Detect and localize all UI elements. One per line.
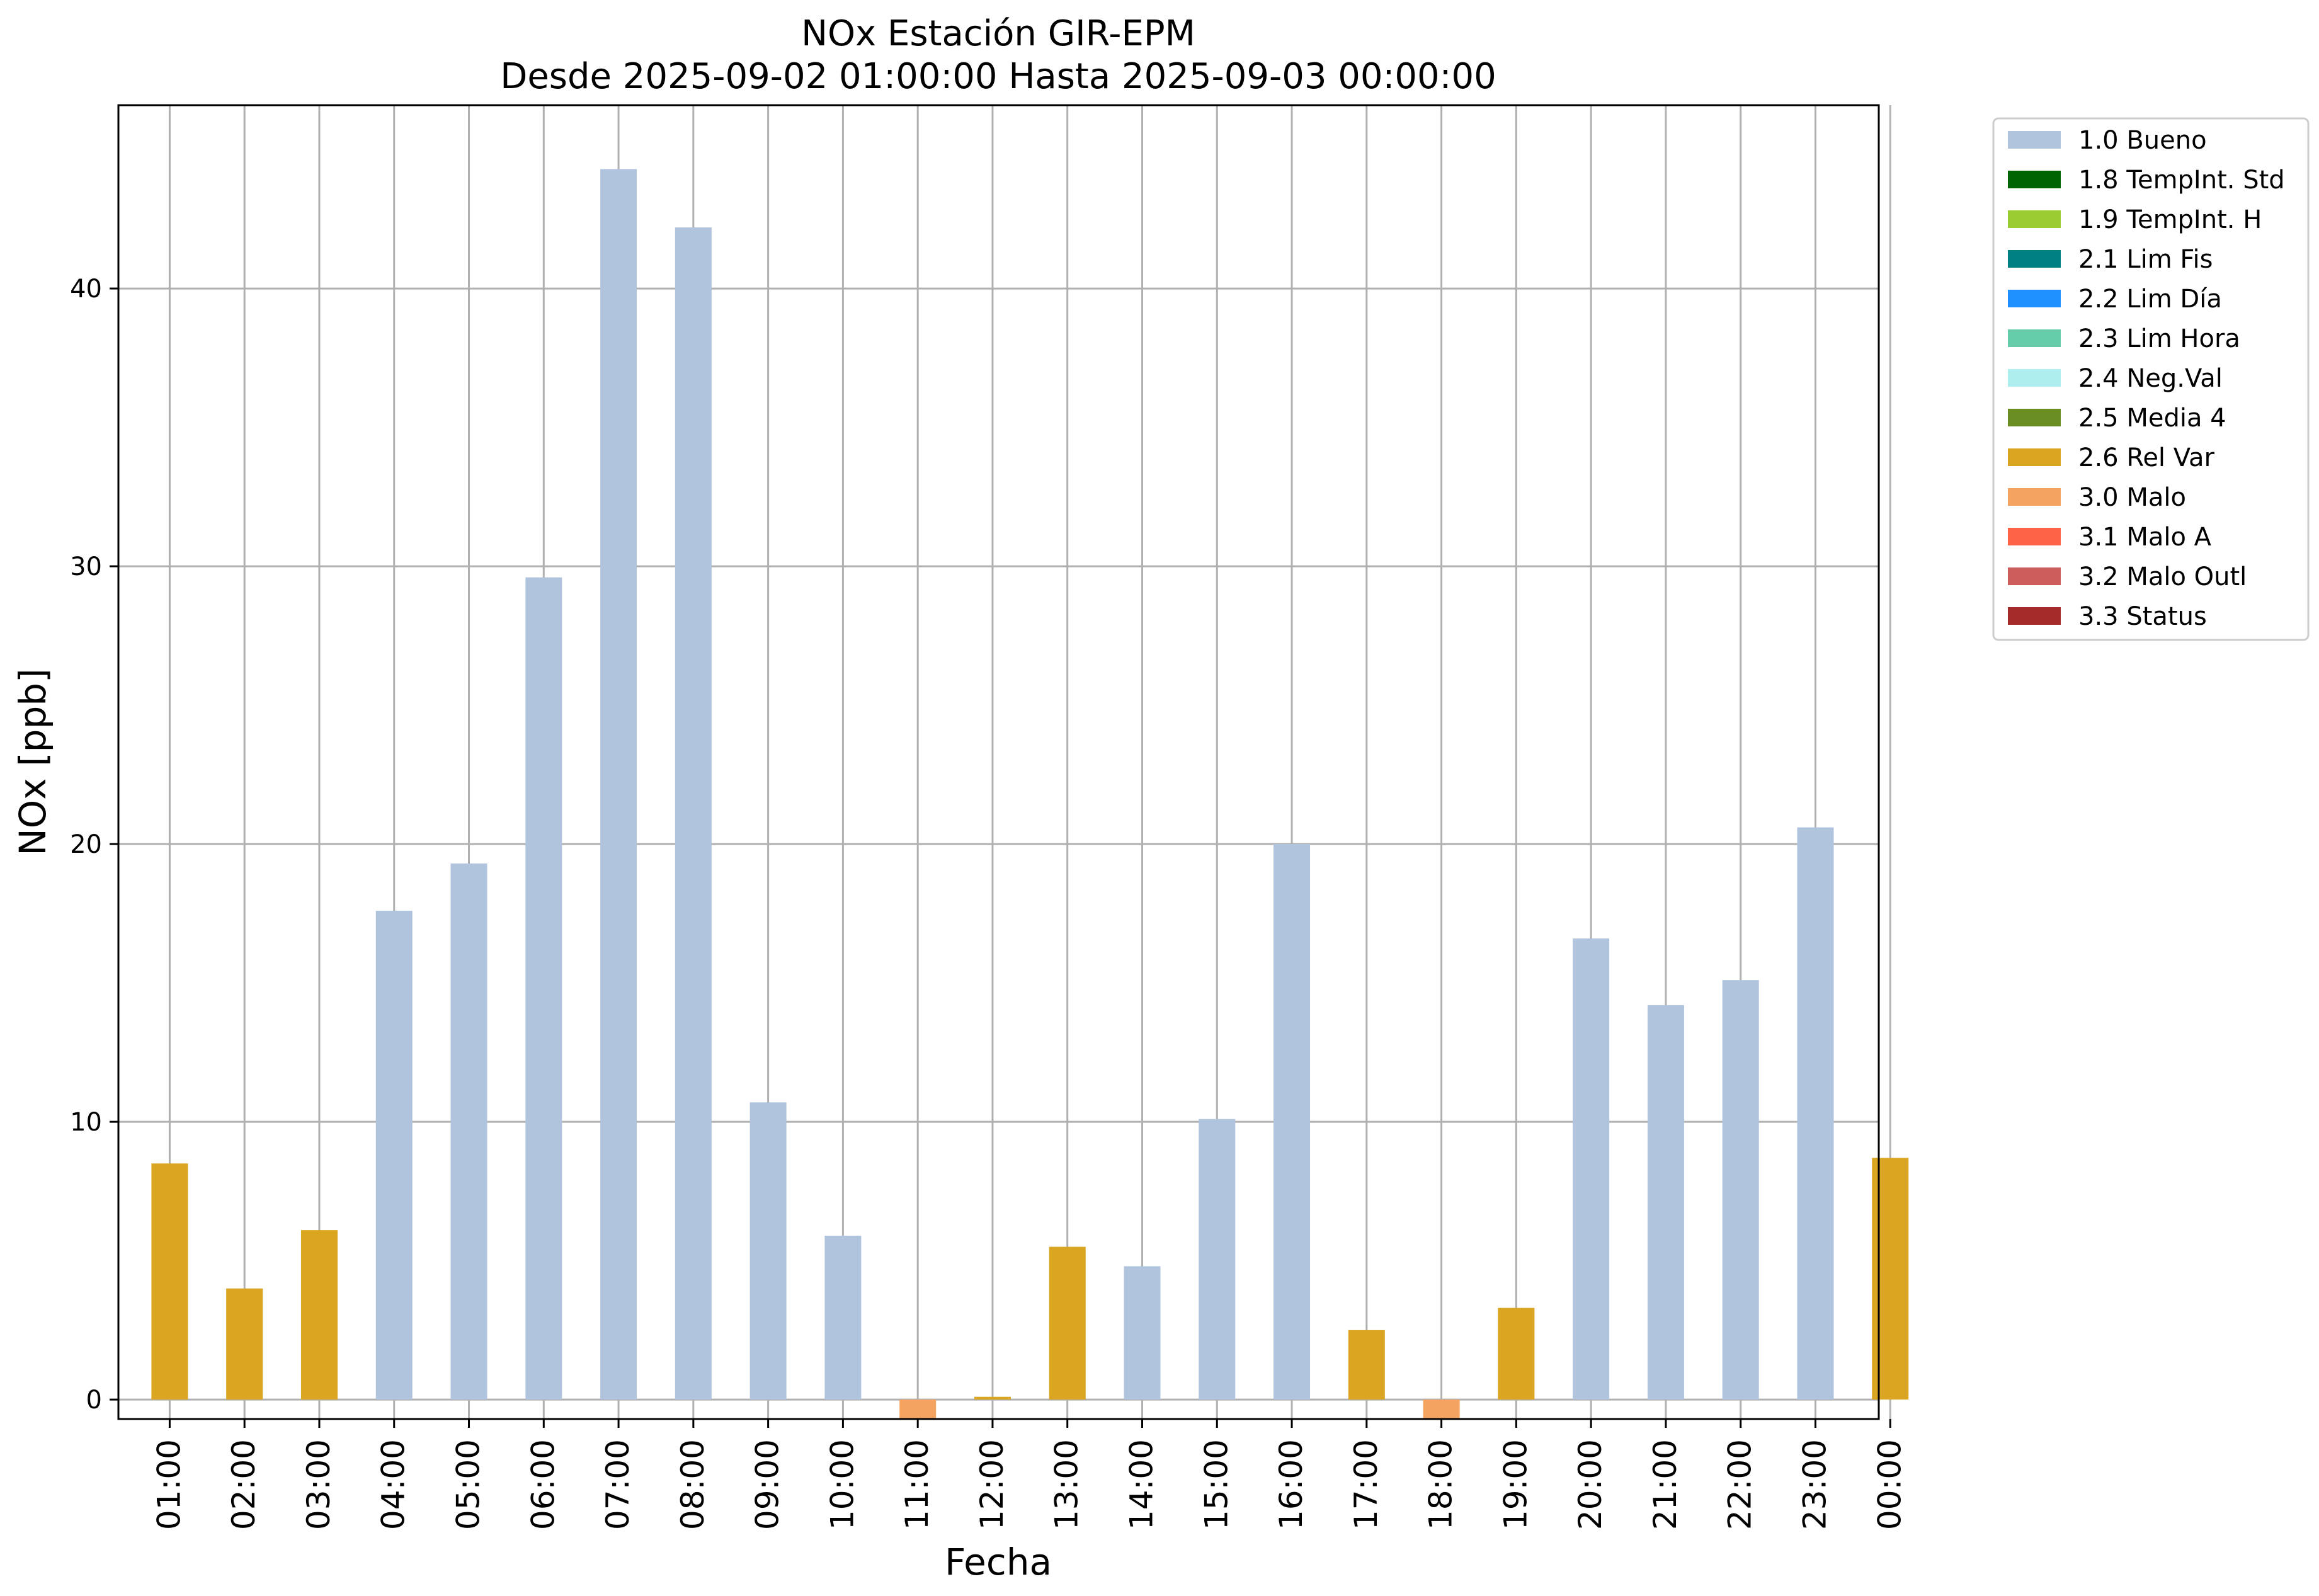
legend-label: 2.2 Lim Día [2078,285,2222,314]
x-axis-label: Fecha [945,1541,1052,1583]
bar [974,1396,1011,1400]
x-tick-label: 22:00 [1722,1439,1758,1530]
legend-label: 2.6 Rel Var [2078,443,2215,472]
legend-swatch [2008,171,2061,188]
bar [1797,827,1834,1400]
legend-swatch [2008,448,2061,466]
legend-swatch [2008,607,2061,625]
x-tick-label: 10:00 [824,1439,860,1530]
y-tick-label: 20 [70,830,102,859]
y-tick-label: 40 [70,275,102,304]
x-tick-label: 06:00 [525,1439,561,1530]
bar [1647,1005,1684,1400]
bars [151,169,1909,1419]
bar [1348,1330,1385,1400]
bar [1872,1158,1909,1400]
x-tick-label: 18:00 [1423,1439,1459,1530]
bar [300,1230,338,1400]
legend-label: 2.5 Media 4 [2078,404,2226,433]
legend-frame [1992,117,2310,641]
y-tick-label: 30 [70,552,102,581]
y-tick-label: 0 [86,1386,102,1415]
bar [375,910,413,1400]
bar [1498,1308,1535,1400]
bar [450,863,487,1400]
x-tick-label: 03:00 [300,1439,337,1530]
legend: 1.0 Bueno 1.8 TempInt. Std 1.9 TempInt. H 2… [1992,117,2310,641]
x-tick-label: 14:00 [1124,1439,1160,1530]
chart-subtitle: Desde 2025-09-02 01:00:00 Hasta 2025-09-… [500,56,1496,97]
x-tick-label: 01:00 [151,1439,187,1530]
legend-label: 2.1 Lim Fis [2078,245,2213,274]
bar [1423,1399,1460,1419]
legend-swatch [2008,290,2061,307]
chart-title: NOx Estación GIR-EPM [801,13,1195,54]
x-tick-label: 23:00 [1796,1439,1833,1530]
x-tick-label: 21:00 [1647,1439,1684,1530]
legend-label: 2.3 Lim Hora [2078,324,2240,353]
legend-label: 3.1 Malo A [2078,523,2212,552]
x-tick-label: 00:00 [1871,1439,1908,1530]
legend-swatch [2008,250,2061,268]
bar [525,577,562,1400]
bar [600,169,637,1400]
bar [1273,844,1311,1400]
legend-label: 1.9 TempInt. H [2078,205,2262,234]
y-ticks: 0 10 20 30 40 [70,275,118,1415]
x-tick-label: 05:00 [450,1439,487,1530]
x-tick-label: 08:00 [675,1439,711,1530]
x-tick-label: 09:00 [749,1439,786,1530]
x-tick-label: 07:00 [600,1439,636,1530]
x-tick-label: 13:00 [1049,1439,1085,1530]
x-tick-label: 04:00 [375,1439,412,1530]
bar [226,1288,263,1400]
bar [1049,1246,1086,1400]
legend-label: 3.3 Status [2078,602,2207,631]
x-tick-label: 11:00 [899,1439,935,1530]
legend-swatch [2008,131,2061,149]
x-tick-label: 02:00 [225,1439,262,1530]
legend-swatch [2008,567,2061,585]
legend-swatch [2008,329,2061,347]
x-tick-label: 12:00 [974,1439,1010,1530]
y-axis-label: NOx [ppb] [11,668,54,856]
legend-label: 3.0 Malo [2078,483,2186,512]
x-tick-label: 19:00 [1497,1439,1534,1530]
legend-swatch [2008,488,2061,506]
legend-swatch [2008,210,2061,228]
x-tick-label: 17:00 [1348,1439,1384,1530]
x-tick-label: 20:00 [1572,1439,1609,1530]
legend-label: 1.0 Bueno [2078,126,2207,155]
legend-swatch [2008,369,2061,387]
legend-swatch [2008,528,2061,545]
y-tick-label: 10 [70,1108,102,1137]
legend-swatch [2008,409,2061,426]
bar [1573,938,1610,1400]
x-tick-label: 15:00 [1198,1439,1234,1530]
bar [1722,980,1759,1400]
legend-label: 3.2 Malo Outl [2078,562,2247,591]
bar [151,1163,188,1400]
x-tick-label: 16:00 [1273,1439,1309,1530]
bar [899,1399,937,1419]
bar [824,1235,862,1400]
bar [749,1102,787,1400]
bar [1199,1119,1236,1400]
plot-frame [117,104,1880,1420]
legend-label: 2.4 Neg.Val [2078,364,2223,393]
x-ticks: 01:00 02:00 03:00 04:00 05:00 06:00 07:00 08:00… [151,1419,1908,1530]
legend-label: 1.8 TempInt. Std [2078,166,2285,195]
bar [675,227,712,1400]
bar [1124,1266,1161,1400]
